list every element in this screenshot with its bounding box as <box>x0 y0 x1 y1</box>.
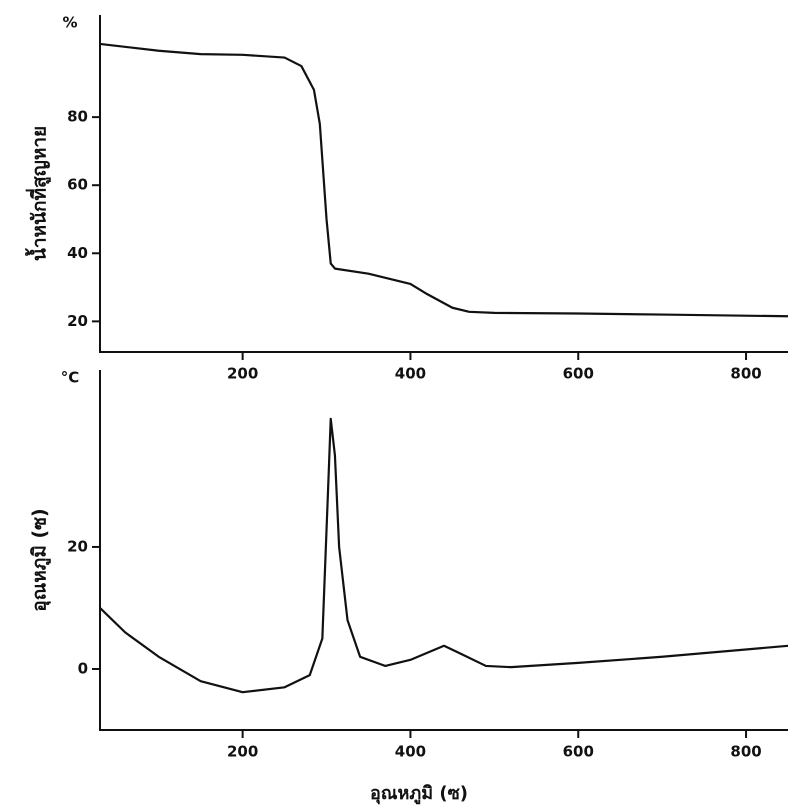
y-tick-label: 20 <box>67 312 88 330</box>
x-axis-label: อุณหภูมิ (ซ) <box>370 783 468 805</box>
y-tick-label: 60 <box>67 176 88 194</box>
y-axis-label: น้ำหนักที่สูญหาย <box>25 126 52 261</box>
y-axis-label: อุณหภูมิ (ซ) <box>29 508 52 612</box>
unit-label: % <box>62 14 77 32</box>
y-tick-label: 40 <box>67 244 88 262</box>
axis <box>99 15 788 353</box>
x-tick-label: 200 <box>227 743 258 761</box>
axis <box>99 370 788 731</box>
y-tick-label: 0 <box>78 659 88 677</box>
unit-label: °C <box>61 369 80 387</box>
y-tick-label: 80 <box>67 108 88 126</box>
x-tick-label: 600 <box>563 365 594 383</box>
data-line <box>99 417 788 694</box>
x-tick-label: 400 <box>395 365 426 383</box>
x-tick-label: 600 <box>563 743 594 761</box>
data-line <box>99 42 788 318</box>
y-tick-label: 20 <box>67 537 88 555</box>
x-tick-label: 400 <box>395 743 426 761</box>
x-tick-label: 800 <box>730 365 761 383</box>
x-tick-label: 200 <box>227 365 258 383</box>
x-tick-label: 800 <box>730 743 761 761</box>
